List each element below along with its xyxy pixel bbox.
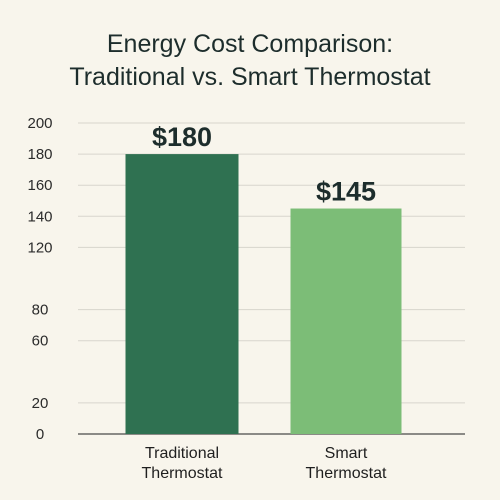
y-tick-label-160: 160 (27, 177, 52, 194)
bar-2 (290, 208, 402, 434)
category-label-1-line-1: Traditional (145, 445, 219, 462)
chart-title-line-2: Traditional vs. Smart Thermostat (69, 63, 431, 91)
category-labels: Traditional Thermostat Smart Thermostat (142, 445, 387, 482)
y-tick-label-0: 0 (36, 426, 44, 443)
category-label-2-line-1: Smart (325, 445, 368, 462)
data-label-1: $180 (152, 122, 212, 152)
data-label-2: $145 (316, 177, 376, 207)
y-tick-label-180: 180 (27, 146, 52, 163)
category-label-1: Traditional Thermostat (142, 445, 223, 482)
bars (125, 154, 402, 434)
chart-title: Energy Cost Comparison: Traditional vs. … (0, 28, 500, 94)
y-tick-label-60: 60 (32, 333, 49, 350)
y-tick-label-80: 80 (32, 302, 49, 319)
y-tick-label-140: 140 (27, 208, 52, 225)
category-label-1-line-2: Thermostat (142, 465, 223, 482)
y-tick-label-20: 20 (32, 395, 49, 412)
category-label-2: Smart Thermostat (306, 445, 387, 482)
y-axis-ticks: 0 20 60 80 120 140 160 180 200 (27, 115, 52, 443)
bar-1 (125, 154, 239, 434)
data-labels: $180 $145 (152, 122, 376, 206)
chart-title-line-1: Energy Cost Comparison: (106, 30, 394, 58)
category-label-2-line-2: Thermostat (306, 465, 387, 482)
y-tick-label-120: 120 (27, 239, 52, 256)
y-tick-label-200: 200 (27, 115, 52, 132)
